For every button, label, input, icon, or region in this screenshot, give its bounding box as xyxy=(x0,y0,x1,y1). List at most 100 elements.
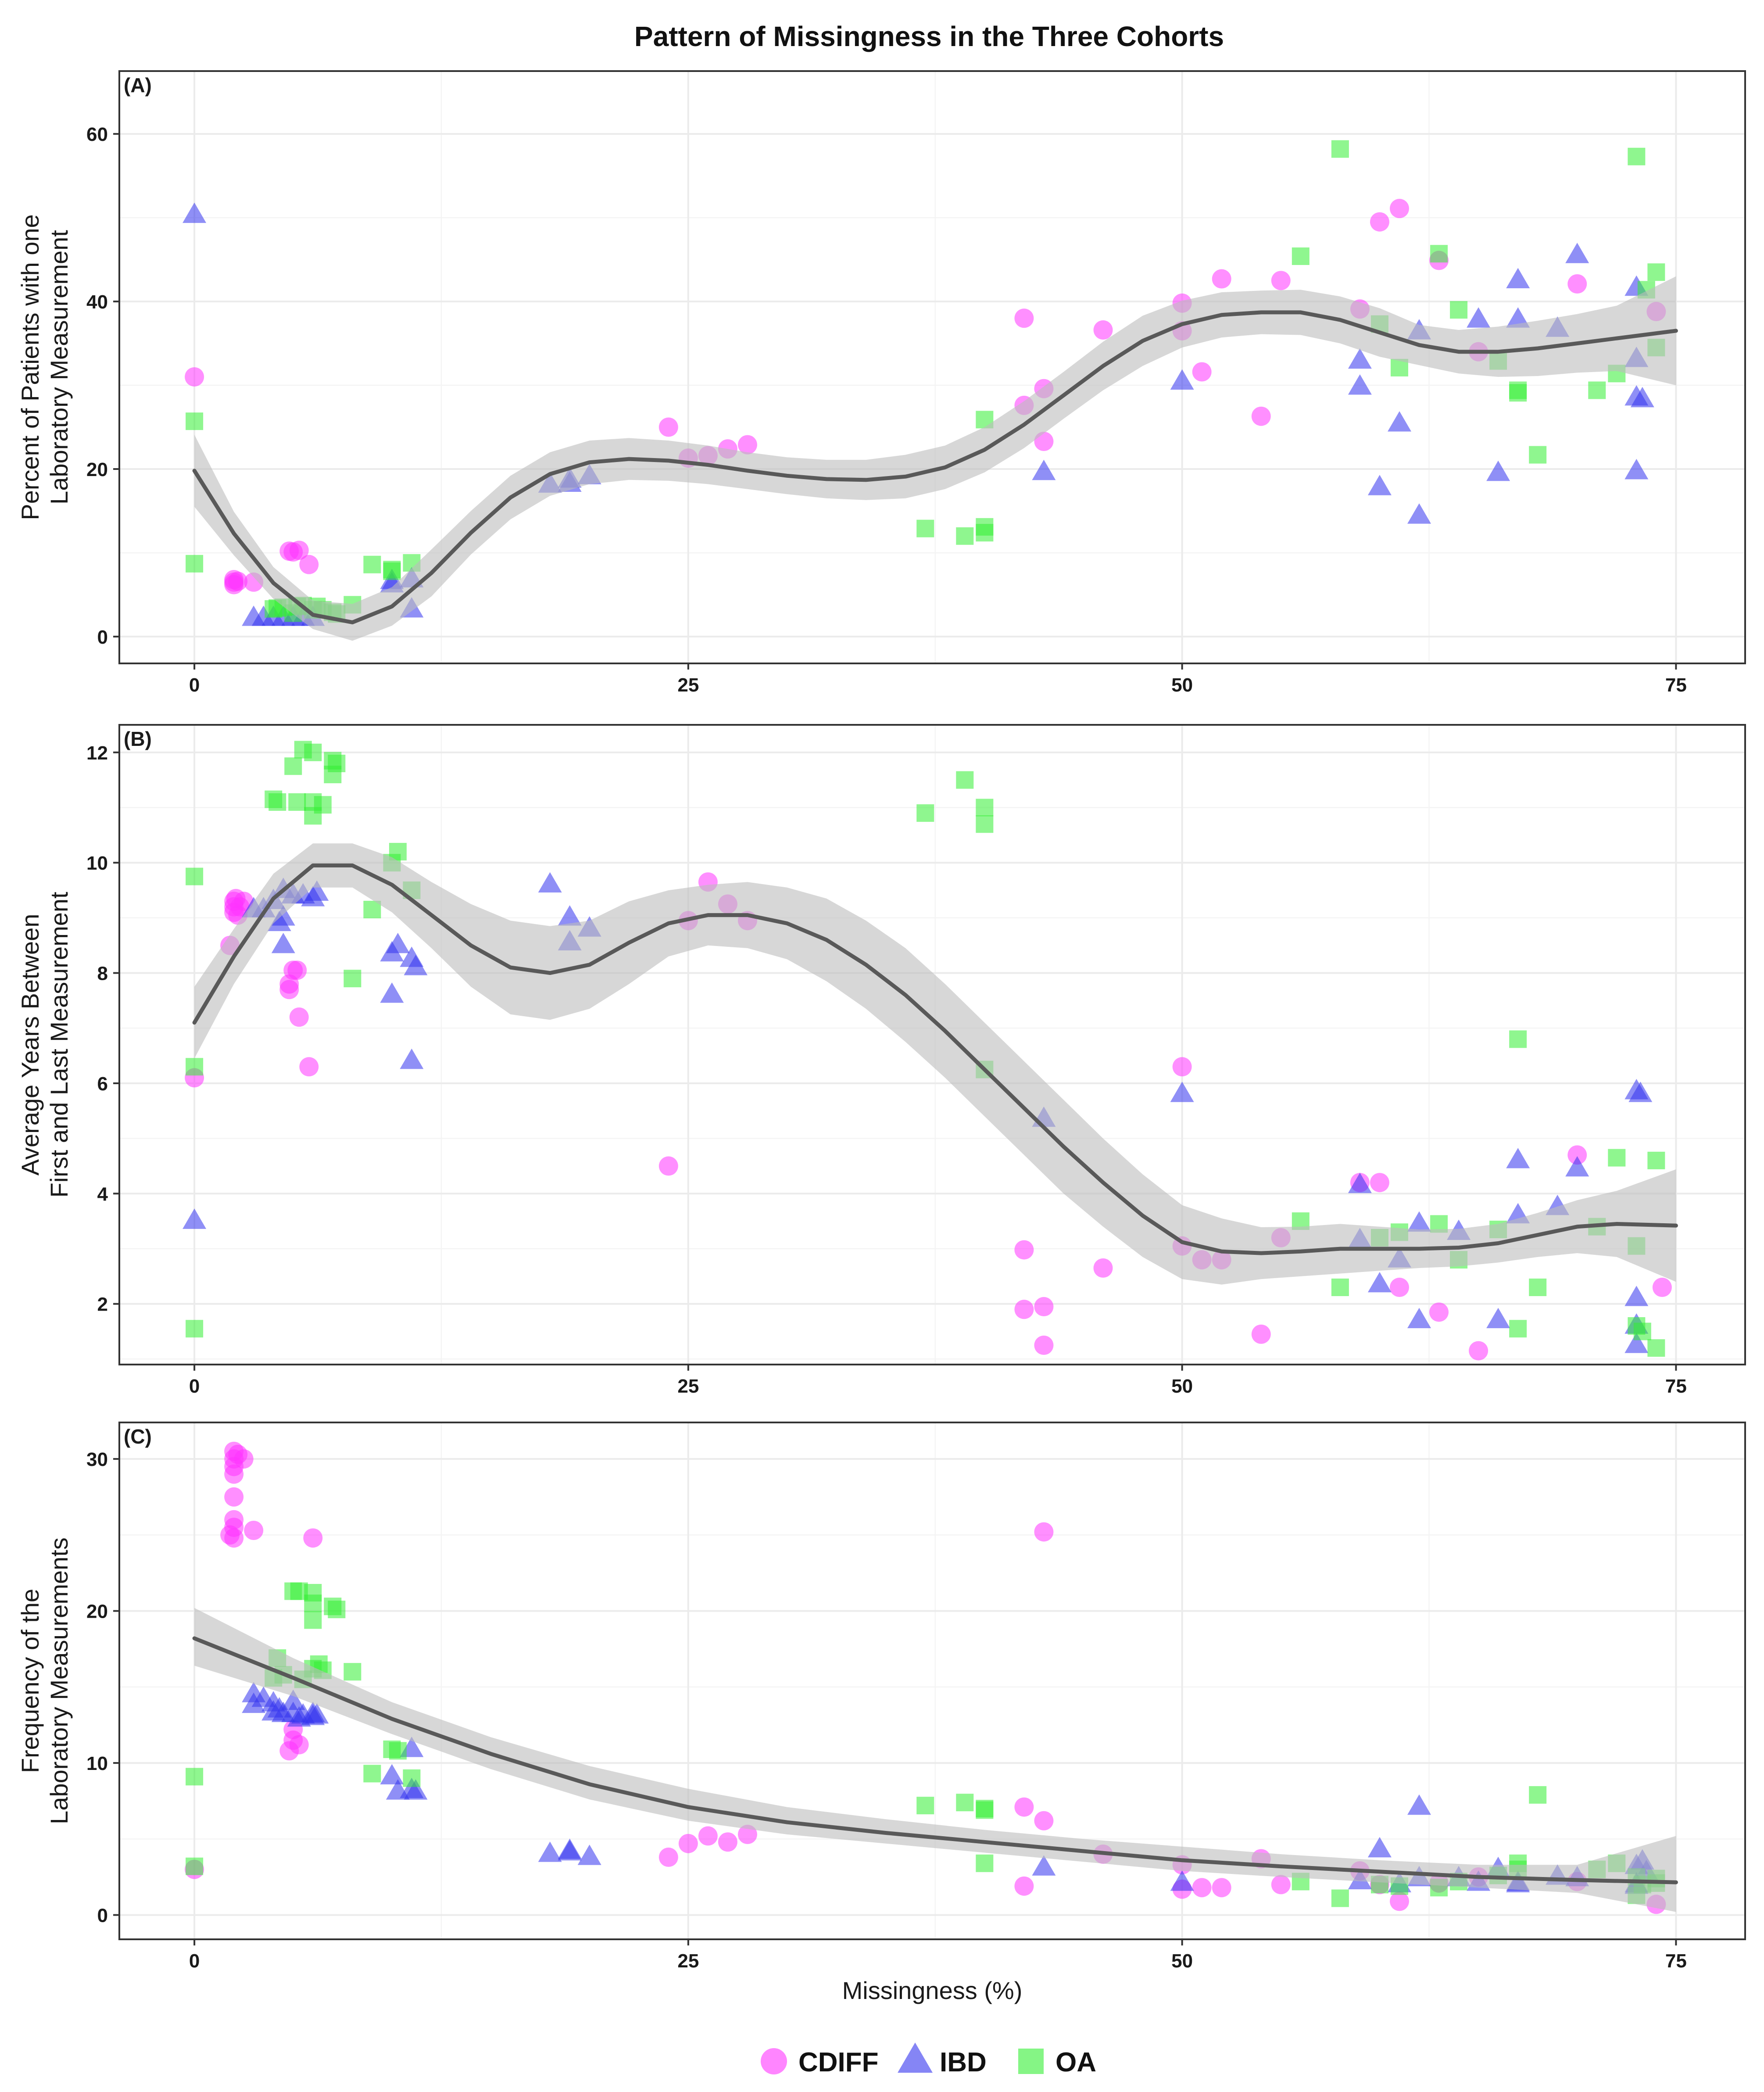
cdiff-point xyxy=(1251,1324,1271,1344)
panel-border xyxy=(118,70,1746,664)
oa-point xyxy=(976,524,994,542)
oa-point xyxy=(956,527,974,545)
ibd-point xyxy=(1170,369,1194,390)
y-axis-title-line: First and Last Measurement xyxy=(45,892,73,1198)
oa-point xyxy=(916,804,934,822)
ibd-point xyxy=(404,1779,428,1800)
oa-point xyxy=(1331,1279,1349,1297)
y-tick-label: 30 xyxy=(86,1449,108,1470)
ibd-point xyxy=(380,982,404,1003)
y-axis-title-line: Average Years Between xyxy=(16,914,44,1176)
oa-point xyxy=(343,970,361,988)
cdiff-point xyxy=(224,1464,244,1484)
oa-point xyxy=(314,796,332,814)
cdiff-point xyxy=(658,1156,678,1176)
cdiff-point xyxy=(1271,1875,1291,1895)
ibd-point xyxy=(1170,1082,1194,1102)
x-tick-label: 50 xyxy=(1171,1376,1193,1397)
ibd-point xyxy=(1367,1837,1392,1858)
ibd-point xyxy=(538,1841,562,1862)
oa-point xyxy=(1633,1322,1651,1340)
cdiff-point xyxy=(737,435,757,455)
oa-point xyxy=(1331,1889,1349,1907)
ibd-point xyxy=(1624,1333,1649,1353)
legend: CDIFF IBD OA xyxy=(761,2042,1096,2078)
x-tick-label: 50 xyxy=(1171,674,1193,696)
y-axis-title: Frequency of theLaboratory Measurements xyxy=(16,1537,73,1824)
cdiff-point xyxy=(1389,199,1409,219)
cdiff-point xyxy=(1567,1145,1587,1165)
cdiff-point xyxy=(1212,269,1231,289)
oa-point xyxy=(1608,1149,1626,1167)
ibd-point xyxy=(182,202,207,223)
y-tick-label: 8 xyxy=(97,963,108,985)
cdiff-point xyxy=(658,417,678,437)
cdiff-point xyxy=(678,1834,698,1853)
legend-label: IBD xyxy=(940,2047,987,2078)
cdiff-point xyxy=(1014,1797,1034,1817)
oa-point xyxy=(956,1794,974,1812)
ibd-legend-key xyxy=(898,2042,933,2073)
ibd-point xyxy=(182,1208,207,1229)
oa-point xyxy=(1292,247,1310,265)
cdiff-point xyxy=(1172,1057,1192,1077)
y-axis-title: Average Years BetweenFirst and Last Meas… xyxy=(16,892,73,1198)
cdiff-point xyxy=(698,1826,718,1846)
panel-3: 0 25 50 75 0 10 20 30 (C) Frequency of theLaborat… xyxy=(16,1422,1746,2004)
x-tick-label: 50 xyxy=(1171,1950,1193,1972)
cdiff-point xyxy=(1271,271,1291,290)
cdiff-point xyxy=(244,1520,264,1540)
oa-point xyxy=(328,1601,346,1619)
oa-point xyxy=(976,799,994,817)
ibd-point xyxy=(1506,307,1530,328)
oa-point xyxy=(186,1058,204,1076)
cdiff-point xyxy=(299,555,319,574)
y-tick-label: 0 xyxy=(97,1905,108,1927)
oa-point xyxy=(304,743,322,761)
cdiff-point xyxy=(1370,212,1389,232)
y-axis-title: Percent of Patients with oneLaboratory M… xyxy=(16,214,73,520)
ibd-point xyxy=(1367,1272,1392,1293)
x-tick-label: 25 xyxy=(677,1950,699,1972)
ibd-point xyxy=(538,872,562,893)
ibd-point xyxy=(271,905,295,926)
oa-point xyxy=(1331,140,1349,158)
confidence-band xyxy=(194,843,1676,1285)
oa-point xyxy=(1647,1339,1665,1357)
oa-point xyxy=(186,1768,204,1786)
ibd-point xyxy=(305,880,329,901)
cdiff-point xyxy=(1652,1278,1672,1297)
legend-item-oa: OA xyxy=(1018,2047,1096,2078)
cdiff-point xyxy=(1014,1240,1034,1260)
cdiff-point xyxy=(718,1832,737,1852)
cdiff-point xyxy=(1192,1878,1212,1898)
oa-point xyxy=(389,1742,407,1760)
ibd-point xyxy=(558,1840,582,1861)
oa-point xyxy=(1509,1030,1527,1048)
y-tick-label: 10 xyxy=(86,1753,108,1774)
y-axis-title-line: Laboratory Measurement xyxy=(45,230,73,505)
y-tick-label: 2 xyxy=(97,1294,108,1315)
cdiff-point xyxy=(287,960,307,980)
x-tick-label: 75 xyxy=(1665,1376,1687,1397)
cdiff-point xyxy=(1469,1341,1488,1361)
x-tick-label: 0 xyxy=(189,674,200,696)
y-tick-label: 60 xyxy=(86,124,108,145)
oa-point xyxy=(363,901,381,919)
panel-1: 0 25 50 75 0 20 40 60 (A) Percent of Patients wit… xyxy=(16,70,1746,696)
y-tick-label: 40 xyxy=(86,291,108,313)
y-tick-label: 4 xyxy=(97,1183,108,1205)
cdiff-point xyxy=(299,1057,319,1077)
oa-point xyxy=(186,412,204,430)
oa-point xyxy=(1509,381,1527,399)
cdiff-point xyxy=(1014,1876,1034,1896)
ibd-point xyxy=(1486,460,1510,481)
ibd-point xyxy=(305,1703,329,1724)
ibd-point xyxy=(1630,387,1654,408)
panel-tag: (C) xyxy=(124,1425,152,1448)
oa-point xyxy=(304,1611,322,1629)
x-tick-label: 0 xyxy=(189,1376,200,1397)
x-tick-label: 0 xyxy=(189,1950,200,1972)
